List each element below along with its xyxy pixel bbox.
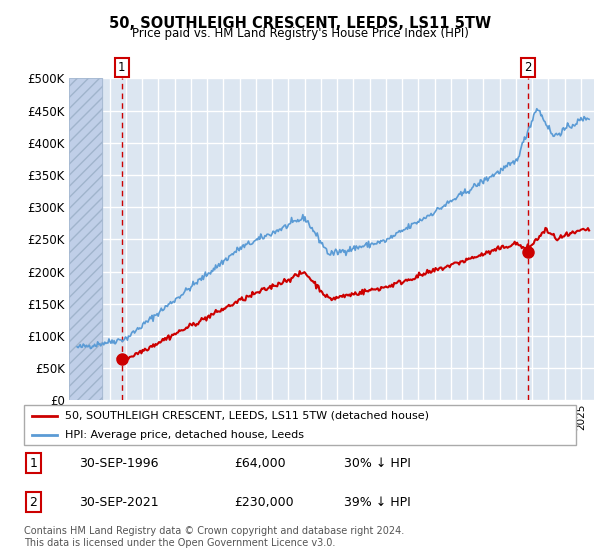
- Text: 39% ↓ HPI: 39% ↓ HPI: [344, 496, 411, 509]
- Bar: [69, 78, 101, 400]
- FancyBboxPatch shape: [24, 405, 576, 445]
- Text: 50, SOUTHLEIGH CRESCENT, LEEDS, LS11 5TW (detached house): 50, SOUTHLEIGH CRESCENT, LEEDS, LS11 5TW…: [65, 411, 430, 421]
- Text: Contains HM Land Registry data © Crown copyright and database right 2024.
This d: Contains HM Land Registry data © Crown c…: [24, 526, 404, 548]
- Bar: [69, 78, 101, 400]
- Text: 2: 2: [29, 496, 37, 509]
- Text: HPI: Average price, detached house, Leeds: HPI: Average price, detached house, Leed…: [65, 430, 304, 440]
- Text: £230,000: £230,000: [234, 496, 293, 509]
- Text: 50, SOUTHLEIGH CRESCENT, LEEDS, LS11 5TW: 50, SOUTHLEIGH CRESCENT, LEEDS, LS11 5TW: [109, 16, 491, 31]
- Text: £64,000: £64,000: [234, 456, 286, 470]
- Text: 1: 1: [29, 456, 37, 470]
- Text: 30-SEP-1996: 30-SEP-1996: [79, 456, 158, 470]
- Text: 30% ↓ HPI: 30% ↓ HPI: [344, 456, 411, 470]
- Text: Price paid vs. HM Land Registry's House Price Index (HPI): Price paid vs. HM Land Registry's House …: [131, 27, 469, 40]
- Text: 2: 2: [524, 60, 532, 73]
- Text: 1: 1: [118, 60, 125, 73]
- Text: 30-SEP-2021: 30-SEP-2021: [79, 496, 159, 509]
